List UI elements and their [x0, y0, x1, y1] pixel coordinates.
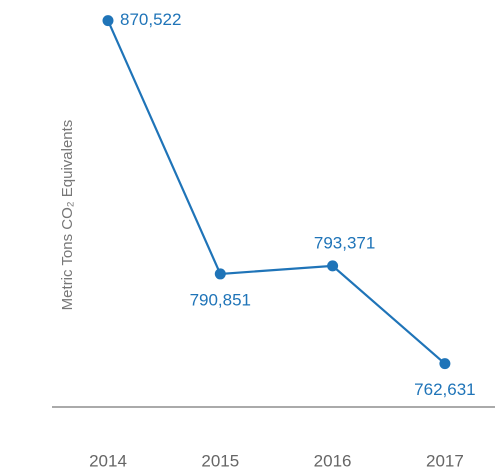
- point: [214, 268, 226, 280]
- point: [102, 15, 114, 27]
- x-tick-label: 2015: [201, 451, 239, 470]
- x-tick-label: 2014: [89, 451, 127, 470]
- y-axis-label: Metric Tons CO₂ Equivalents: [59, 120, 76, 311]
- point: [439, 358, 451, 370]
- x-tick-label: 2017: [426, 451, 464, 470]
- line: [106, 20, 446, 365]
- point: [327, 260, 339, 272]
- data-label: 793,371: [314, 233, 375, 252]
- data-label: 762,631: [414, 380, 475, 399]
- data-label: 870,522: [120, 10, 181, 29]
- x-tick-label: 2016: [314, 451, 352, 470]
- data-label: 790,851: [190, 290, 251, 309]
